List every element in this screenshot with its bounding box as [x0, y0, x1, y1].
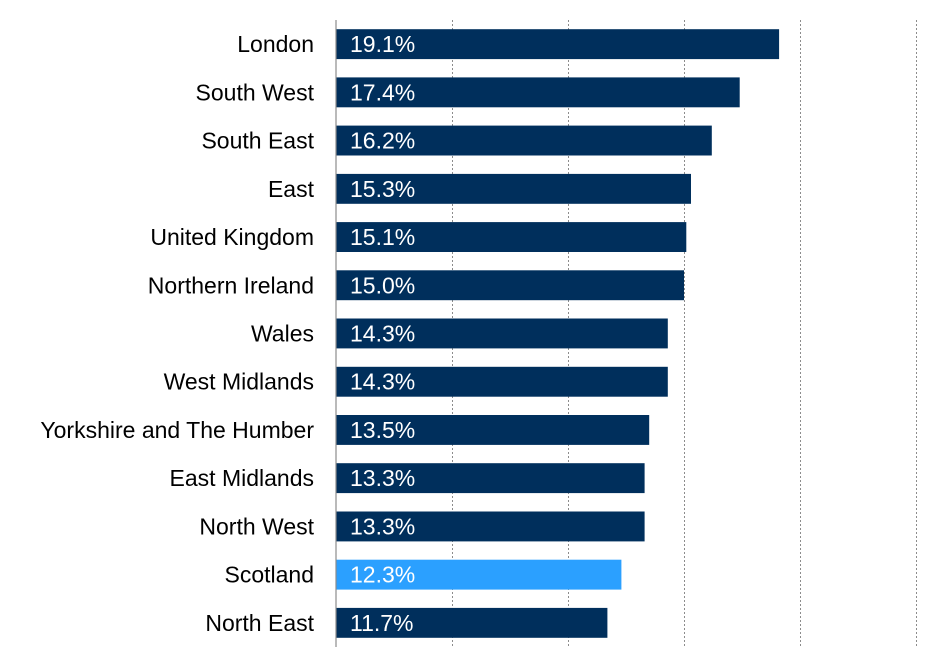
category-labels: London South West South East East United Kin…: [40, 31, 314, 636]
bar-wales: [336, 318, 668, 349]
category-label-northern-ireland: Northern Ireland: [148, 272, 314, 298]
category-label-south-west: South West: [196, 79, 315, 105]
value-label-north-west: 13.3%: [350, 513, 415, 539]
category-label-west-midlands: West Midlands: [164, 369, 314, 395]
value-label-south-west: 17.4%: [350, 79, 415, 105]
bar-north-west: [336, 511, 645, 542]
category-label-east-midlands: East Midlands: [170, 465, 314, 491]
category-label-scotland: Scotland: [224, 562, 314, 588]
bar-united-kingdom: [336, 222, 687, 252]
value-label-east: 15.3%: [350, 176, 415, 202]
bar-east-midlands: [336, 463, 645, 494]
bars: [336, 29, 780, 638]
value-label-northern-ireland: 15.0%: [350, 272, 415, 298]
value-label-london: 19.1%: [350, 31, 415, 57]
bar-london: [336, 29, 780, 60]
category-label-yorkshire-and-the-humber: Yorkshire and The Humber: [40, 417, 314, 443]
bar-east: [336, 173, 691, 204]
bar-northern-ireland: [336, 270, 684, 301]
value-labels: 19.1% 17.4% 16.2% 15.3% 15.1% 15.0% 14.3% 14.3%…: [350, 31, 415, 636]
value-label-yorkshire-and-the-humber: 13.5%: [350, 417, 415, 443]
bar-scotland: [336, 559, 622, 590]
bar-yorkshire-and-the-humber: [336, 415, 650, 445]
value-label-east-midlands: 13.3%: [350, 465, 415, 491]
bar-south-west: [336, 77, 740, 108]
category-label-wales: Wales: [251, 321, 314, 347]
value-label-south-east: 16.2%: [350, 128, 415, 154]
category-label-united-kingdom: United Kingdom: [150, 224, 314, 250]
bar-north-east: [336, 607, 608, 638]
category-label-london: London: [237, 31, 314, 57]
value-label-wales: 14.3%: [350, 321, 415, 347]
bar-west-midlands: [336, 366, 668, 397]
value-label-scotland: 12.3%: [350, 562, 415, 588]
value-label-north-east: 11.7%: [350, 610, 414, 636]
category-label-south-east: South East: [201, 128, 314, 154]
category-label-north-west: North West: [199, 513, 314, 539]
bar-south-east: [336, 125, 712, 156]
value-label-united-kingdom: 15.1%: [350, 224, 415, 250]
value-label-west-midlands: 14.3%: [350, 369, 415, 395]
category-label-east: East: [268, 176, 315, 202]
category-label-north-east: North East: [205, 610, 314, 636]
